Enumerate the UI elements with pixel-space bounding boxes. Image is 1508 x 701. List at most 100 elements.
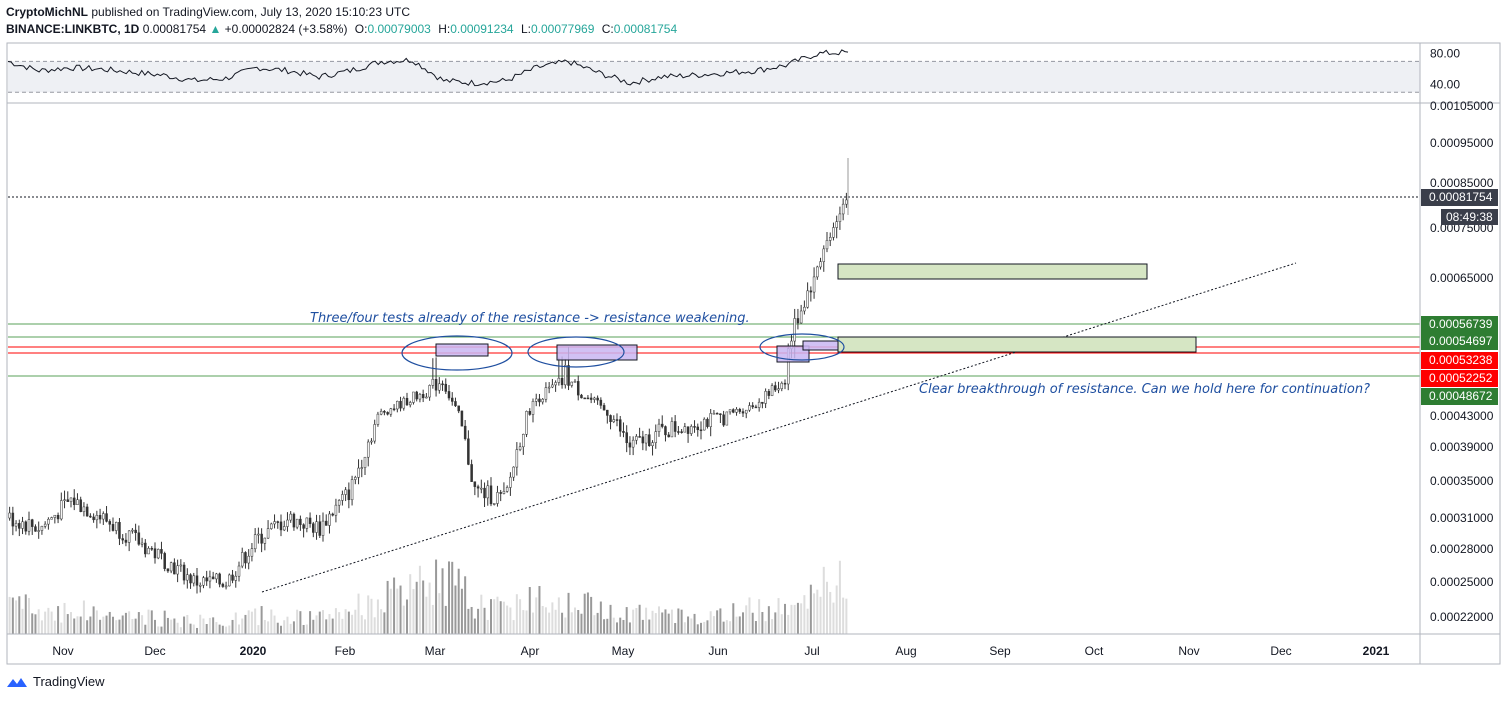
candle-body	[580, 394, 583, 399]
volume-bar	[551, 602, 554, 634]
candle-body	[809, 290, 813, 293]
volume-bar	[131, 618, 134, 634]
candle-body	[476, 486, 480, 489]
volume-bar	[70, 612, 72, 634]
candle-body	[95, 515, 99, 521]
candle-body	[321, 520, 325, 536]
volume-bar	[519, 599, 522, 634]
volume-bar	[748, 597, 751, 634]
candle-body	[635, 436, 638, 441]
resistance-test-ellipse	[759, 333, 845, 361]
volume-bar	[367, 595, 370, 634]
volume-bar	[396, 588, 399, 634]
volume-bar	[813, 593, 816, 634]
volume-bar	[835, 585, 838, 634]
candle-body	[531, 401, 535, 415]
candle-body	[50, 517, 53, 520]
volume-bar	[95, 610, 98, 634]
symbol-label[interactable]: BINANCE:LINKBTC, 1D	[6, 22, 140, 36]
volume-bar	[234, 612, 237, 634]
volume-bar	[60, 622, 63, 634]
candle-body	[360, 467, 364, 469]
candle-body	[486, 485, 490, 499]
candle-body	[699, 429, 703, 432]
volume-bar	[654, 613, 657, 634]
candle-body	[496, 492, 499, 504]
price-tick-label: 0.00031000	[1430, 511, 1494, 525]
volume-bar	[574, 607, 576, 634]
candle-body	[21, 521, 24, 529]
volume-bar	[270, 609, 273, 634]
volume-bar	[758, 599, 761, 634]
candle-body	[324, 520, 328, 526]
candle-body	[186, 574, 189, 581]
price-level-label: 0.00053238	[1429, 353, 1493, 367]
price-tick-label: 0.00035000	[1430, 474, 1494, 488]
volume-bar	[486, 619, 489, 634]
candle-body	[205, 577, 208, 582]
author-name[interactable]: CryptoMichNL	[6, 5, 88, 19]
last-price-badge	[1421, 189, 1498, 206]
candle-body	[66, 499, 70, 502]
volume-bar	[11, 597, 14, 634]
price-level-badge	[1421, 333, 1498, 350]
candle-body	[467, 438, 470, 465]
candle-body	[270, 523, 273, 529]
volume-bar	[732, 603, 735, 634]
volume-bar	[664, 609, 667, 634]
volume-bar	[457, 568, 460, 634]
volume-bar	[393, 577, 396, 634]
volume-bar	[502, 601, 505, 634]
volume-bar	[567, 592, 570, 634]
candle-body	[14, 523, 18, 527]
volume-bar	[754, 621, 757, 634]
volume-bar	[357, 593, 360, 634]
candle-body	[124, 539, 128, 543]
volume-bar	[483, 607, 486, 634]
volume-bar	[680, 609, 683, 634]
candle-body	[631, 439, 635, 448]
open-label: O:	[354, 22, 368, 36]
x-tick-label: Aug	[895, 644, 916, 658]
candle-body	[570, 381, 574, 386]
volume-bar	[661, 612, 664, 634]
volume-bar	[496, 596, 499, 634]
volume-bar	[651, 610, 654, 634]
candle-body	[667, 434, 670, 438]
candle-body	[140, 542, 144, 545]
price-tick-label: 0.00025000	[1430, 575, 1494, 589]
volume-bar	[793, 604, 796, 634]
volume-bar	[208, 617, 211, 634]
brand-label: TradingView	[33, 674, 105, 689]
candle-body	[418, 394, 422, 400]
candle-body	[228, 574, 231, 587]
volume-bar	[709, 611, 712, 634]
change-value: +0.00002824 (+3.58%)	[224, 22, 348, 36]
resistance-test-box	[556, 344, 638, 361]
annotations-layer: Three/four tests already of the resistan…	[310, 311, 1370, 397]
volume-bar	[412, 589, 415, 634]
volume-bar	[528, 587, 531, 634]
candle-body	[528, 411, 532, 415]
volume-bar	[441, 568, 444, 634]
high-value: 0.00091234	[450, 22, 514, 36]
price-level-badge	[1421, 388, 1498, 405]
candle-body	[473, 481, 477, 487]
rsi-tick-label: 40.00	[1430, 78, 1460, 92]
volume-bar	[822, 566, 825, 634]
volume-bar	[499, 601, 502, 634]
x-tick-label: Dec	[1270, 644, 1291, 658]
price-tick-label: 0.00085000	[1430, 176, 1494, 190]
tradingview-logo[interactable]: TradingView	[6, 674, 105, 689]
candle-body	[234, 575, 238, 581]
volume-bar	[37, 609, 40, 634]
high-label: H:	[438, 22, 451, 36]
volume-bar	[241, 618, 244, 634]
volume-bar	[819, 596, 822, 634]
volume-bar	[767, 606, 770, 634]
volume-bar	[522, 610, 525, 634]
volume-bar	[706, 620, 709, 634]
trendline	[261, 262, 1297, 593]
candle-body	[509, 476, 512, 488]
